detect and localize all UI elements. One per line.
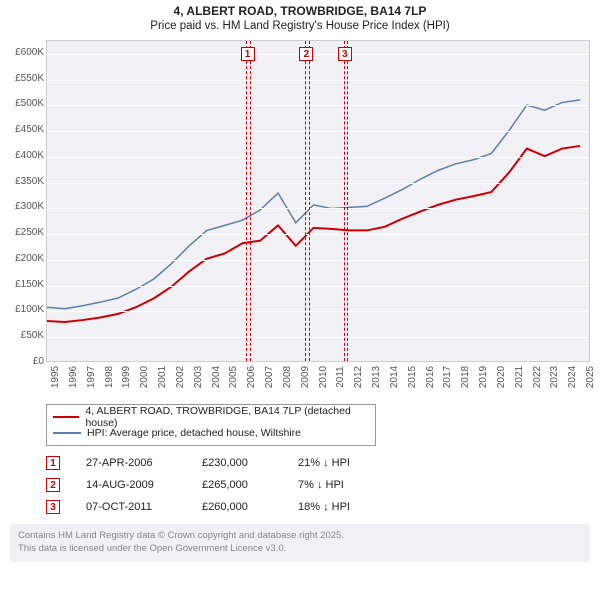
gridline: [47, 105, 589, 106]
chart-card: 4, ALBERT ROAD, TROWBRIDGE, BA14 7LP Pri…: [0, 0, 600, 562]
event-marker-band: [246, 41, 250, 361]
y-tick-label: £550K: [0, 73, 44, 84]
event-marker-band: [344, 41, 348, 361]
gridline: [47, 54, 589, 55]
y-tick-label: £50K: [0, 330, 44, 341]
x-tick-label: 2014: [389, 362, 393, 392]
x-tick-label: 1999: [121, 362, 125, 392]
y-tick-label: £250K: [0, 227, 44, 238]
x-tick-label: 1996: [68, 362, 72, 392]
events-table: 1 27-APR-2006 £230,000 21% ↓ HPI 2 14-AUG-200…: [46, 452, 590, 518]
gridline: [47, 234, 589, 235]
chart-title: 4, ALBERT ROAD, TROWBRIDGE, BA14 7LP: [0, 0, 600, 18]
y-tick-label: £150K: [0, 279, 44, 290]
x-tick-label: 2023: [549, 362, 553, 392]
event-date: 27-APR-2006: [86, 457, 176, 469]
x-tick-label: 2001: [157, 362, 161, 392]
x-tick-label: 2006: [246, 362, 250, 392]
event-price: £265,000: [202, 479, 272, 491]
x-tick-label: 2017: [442, 362, 446, 392]
event-date: 07-OCT-2011: [86, 501, 176, 513]
gridline: [47, 311, 589, 312]
event-diff: 7% ↓ HPI: [298, 479, 388, 491]
event-row: 3 07-OCT-2011 £260,000 18% ↓ HPI: [46, 496, 590, 518]
chart-svg: [47, 41, 589, 361]
x-tick-label: 2002: [175, 362, 179, 392]
legend-item: 4, ALBERT ROAD, TROWBRIDGE, BA14 7LP (de…: [53, 409, 369, 425]
legend-swatch: [53, 416, 79, 418]
event-row: 2 14-AUG-2009 £265,000 7% ↓ HPI: [46, 474, 590, 496]
event-marker-badge: 3: [338, 47, 352, 61]
y-tick-label: £500K: [0, 98, 44, 109]
y-tick-label: £300K: [0, 201, 44, 212]
x-tick-label: 2016: [425, 362, 429, 392]
event-diff: 21% ↓ HPI: [298, 457, 388, 469]
event-badge: 1: [46, 456, 60, 470]
x-tick-label: 2019: [478, 362, 482, 392]
y-tick-label: £200K: [0, 253, 44, 264]
x-tick-label: 2004: [211, 362, 215, 392]
legend: 4, ALBERT ROAD, TROWBRIDGE, BA14 7LP (de…: [46, 404, 376, 446]
x-tick-label: 2010: [318, 362, 322, 392]
gridline: [47, 260, 589, 261]
gridline: [47, 183, 589, 184]
license-footer: Contains HM Land Registry data © Crown c…: [10, 524, 590, 562]
x-tick-label: 1998: [104, 362, 108, 392]
gridline: [47, 157, 589, 158]
x-tick-label: 2007: [264, 362, 268, 392]
x-tick-label: 2009: [300, 362, 304, 392]
legend-swatch: [53, 432, 81, 434]
x-tick-label: 2012: [353, 362, 357, 392]
event-badge: 3: [46, 500, 60, 514]
x-tick-label: 1997: [86, 362, 90, 392]
gridline: [47, 131, 589, 132]
event-date: 14-AUG-2009: [86, 479, 176, 491]
x-tick-label: 1995: [50, 362, 54, 392]
x-tick-label: 2020: [496, 362, 500, 392]
x-tick-label: 2022: [532, 362, 536, 392]
legend-label: 4, ALBERT ROAD, TROWBRIDGE, BA14 7LP (de…: [85, 405, 369, 429]
x-tick-label: 2000: [139, 362, 143, 392]
event-marker-badge: 1: [241, 47, 255, 61]
x-tick-label: 2008: [282, 362, 286, 392]
event-price: £260,000: [202, 501, 272, 513]
y-tick-label: £350K: [0, 176, 44, 187]
event-diff: 18% ↓ HPI: [298, 501, 388, 513]
y-tick-label: £400K: [0, 150, 44, 161]
x-tick-label: 2013: [371, 362, 375, 392]
chart-subtitle: Price paid vs. HM Land Registry's House …: [0, 18, 600, 36]
footer-line: This data is licensed under the Open Gov…: [18, 543, 582, 556]
footer-line: Contains HM Land Registry data © Crown c…: [18, 530, 582, 543]
y-tick-label: £100K: [0, 304, 44, 315]
x-tick-label: 2015: [407, 362, 411, 392]
event-marker-band: [305, 41, 309, 361]
x-tick-label: 2005: [228, 362, 232, 392]
gridline: [47, 337, 589, 338]
x-tick-label: 2018: [460, 362, 464, 392]
gridline: [47, 80, 589, 81]
gridline: [47, 286, 589, 287]
plot-area: 1 2 3: [46, 40, 590, 362]
x-tick-label: 2025: [585, 362, 589, 392]
x-tick-label: 2003: [193, 362, 197, 392]
x-tick-label: 2024: [567, 362, 571, 392]
x-tick-label: 2011: [335, 362, 339, 392]
y-tick-label: £600K: [0, 47, 44, 58]
chart-area: 1 2 3 £0 £50K £100K £150K £200K £250K £300K £350K…: [0, 36, 600, 396]
event-marker-badge: 2: [299, 47, 313, 61]
legend-label: HPI: Average price, detached house, Wilt…: [87, 427, 301, 439]
x-tick-label: 2021: [514, 362, 518, 392]
y-tick-label: £0: [0, 356, 44, 367]
y-tick-label: £450K: [0, 124, 44, 135]
gridline: [47, 208, 589, 209]
event-row: 1 27-APR-2006 £230,000 21% ↓ HPI: [46, 452, 590, 474]
event-badge: 2: [46, 478, 60, 492]
event-price: £230,000: [202, 457, 272, 469]
